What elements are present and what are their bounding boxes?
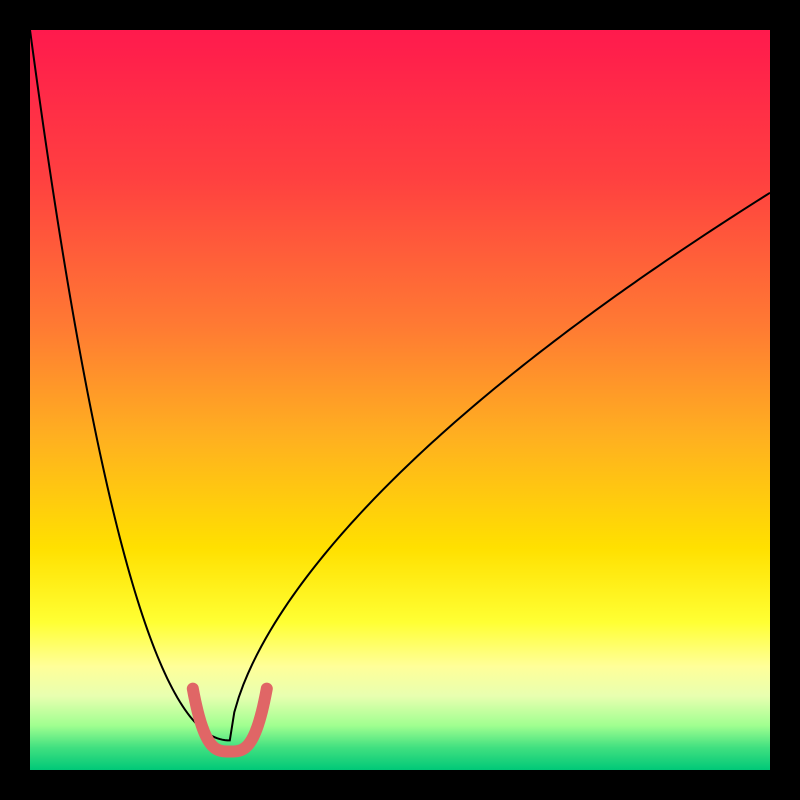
bottleneck-plot: [0, 0, 800, 800]
gradient-background: [30, 30, 770, 770]
chart-frame: TheBottleneck.com: [0, 0, 800, 800]
